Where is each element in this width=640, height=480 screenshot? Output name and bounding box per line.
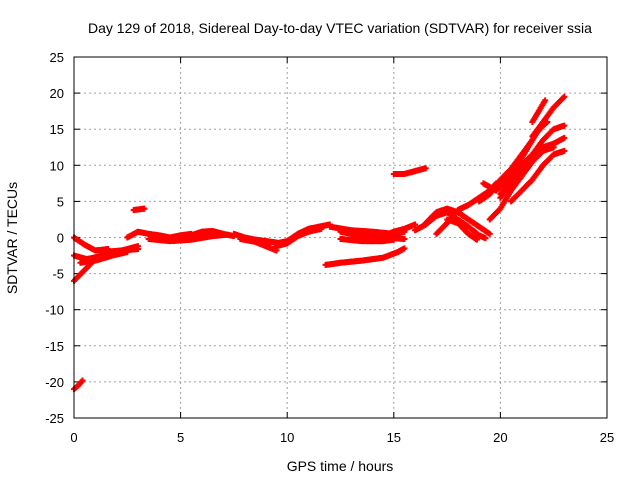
x-tick-label: 0 [70,430,77,445]
series-arc-28 [497,122,568,198]
data-point [401,245,408,252]
series-arc-13 [273,225,325,250]
y-tick-label: -5 [52,267,64,282]
chart-title: Day 129 of 2018, Sidereal Day-to-day VTE… [88,20,592,36]
y-tick-label: -15 [45,339,64,354]
data-point [412,221,419,228]
x-tick-label: 15 [387,430,401,445]
data-point [482,235,489,242]
x-tick-label: 20 [493,430,507,445]
data-point [401,235,408,242]
series-arc-19 [390,165,429,177]
x-tick-label: 10 [280,430,294,445]
y-tick-label: -10 [45,303,64,318]
data-point [486,230,493,237]
y-tick-label: 15 [50,122,64,137]
data-point [134,246,141,253]
y-tick-label: 20 [50,86,64,101]
y-tick-label: 5 [57,194,64,209]
data-point [124,248,131,255]
data-point [141,205,148,212]
data-point [550,144,557,151]
data-point [561,134,568,141]
plot-frame [73,56,608,419]
series-arc-29 [508,147,568,205]
y-tick-label: -20 [45,375,64,390]
y-tick-label: 0 [57,231,64,246]
data-point [318,225,325,232]
data-point [422,165,429,172]
data-point [561,147,568,154]
series-arc-17 [369,221,419,245]
series-arc-05 [71,377,86,393]
data-point [390,236,397,243]
y-axis-label: SDTVAR / TECUs [4,182,20,294]
data-point [561,122,568,129]
series-arc-27 [486,144,557,223]
data-point [561,93,568,100]
series-arc-09 [177,228,237,241]
y-tick-label: 10 [50,158,64,173]
x-axis-ticks: 0 5 10 15 20 25 [70,57,614,445]
series-arc-18 [322,245,408,268]
y-tick-label: 25 [50,50,64,65]
series-arc-31 [529,97,549,125]
series-arc-04 [77,248,131,266]
data-points [71,93,568,393]
series-arc-30 [529,93,568,140]
y-axis-ticks: -25 -20 -15 -10 -5 0 5 10 15 20 25 [45,50,607,426]
x-axis-label: GPS time / hours [287,458,394,474]
series-arc-20 [412,209,489,242]
y-tick-label: -25 [45,411,64,426]
series-arc-26 [497,134,568,201]
x-tick-label: 25 [600,430,614,445]
data-point [79,377,86,384]
data-point [473,236,480,243]
x-tick-label: 5 [177,430,184,445]
series-arc-06 [130,205,148,214]
series-arc-11 [237,235,280,254]
data-point [542,97,549,104]
